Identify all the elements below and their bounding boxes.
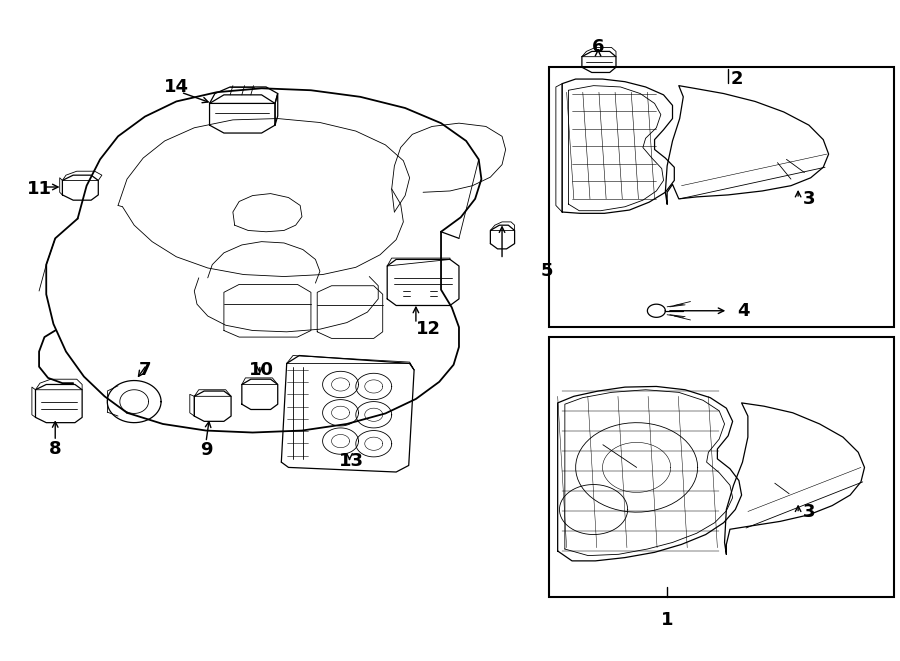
Text: 10: 10 bbox=[249, 361, 274, 379]
Text: 3: 3 bbox=[803, 502, 815, 520]
Text: 8: 8 bbox=[49, 440, 61, 458]
Text: 5: 5 bbox=[541, 262, 554, 280]
Text: 2: 2 bbox=[731, 70, 743, 88]
Text: 4: 4 bbox=[737, 302, 750, 320]
Text: 12: 12 bbox=[416, 320, 441, 338]
Bar bbox=[549, 67, 894, 327]
Text: 9: 9 bbox=[200, 442, 212, 459]
Text: 14: 14 bbox=[164, 78, 189, 96]
Text: 1: 1 bbox=[661, 611, 673, 629]
Text: 7: 7 bbox=[139, 361, 151, 379]
Text: 13: 13 bbox=[338, 452, 364, 470]
Text: 11: 11 bbox=[26, 180, 51, 198]
Text: 6: 6 bbox=[592, 38, 604, 56]
Bar bbox=[549, 337, 894, 597]
Text: 3: 3 bbox=[803, 190, 815, 208]
